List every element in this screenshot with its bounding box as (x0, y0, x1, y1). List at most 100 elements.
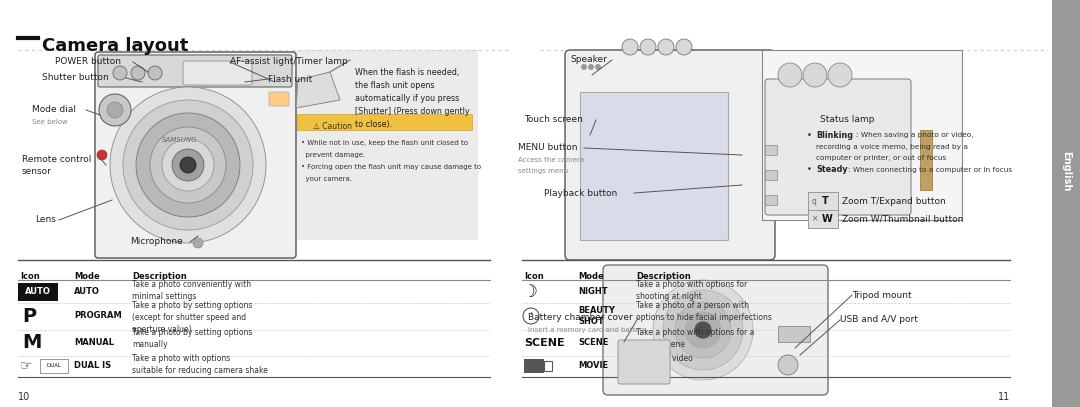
Bar (762, 50, 962, 220)
Bar (293, 50, 478, 240)
Circle shape (107, 102, 123, 118)
Text: ': ' (529, 311, 532, 321)
Text: •: • (807, 166, 812, 175)
Circle shape (172, 149, 204, 181)
Text: Description: Description (132, 272, 187, 281)
Text: Blinking: Blinking (816, 131, 853, 140)
Text: NIGHT: NIGHT (578, 287, 608, 297)
Text: to close).: to close). (355, 120, 392, 129)
Circle shape (131, 66, 145, 80)
Text: 11: 11 (998, 392, 1010, 402)
Text: q: q (812, 197, 816, 206)
Text: : When saving a photo or video,: : When saving a photo or video, (856, 132, 973, 138)
Text: Flash unit: Flash unit (268, 74, 312, 83)
Circle shape (663, 290, 743, 370)
Bar (920, 130, 932, 190)
Text: MOVIE: MOVIE (578, 361, 608, 370)
Circle shape (828, 63, 852, 87)
Text: M: M (22, 333, 41, 352)
Bar (18, 283, 58, 301)
Circle shape (658, 39, 674, 55)
Bar (765, 195, 777, 205)
Circle shape (136, 113, 240, 217)
Text: When the flash is needed,: When the flash is needed, (355, 68, 459, 77)
Text: sensor: sensor (22, 168, 52, 177)
Text: Status lamp: Status lamp (820, 116, 875, 125)
Bar (808, 210, 838, 228)
Circle shape (653, 280, 753, 380)
FancyBboxPatch shape (183, 61, 252, 85)
Text: Take a photo by setting options
(except for shutter speed and
aperture value): Take a photo by setting options (except … (132, 301, 253, 334)
Circle shape (113, 66, 127, 80)
Text: computer or printer, or out of focus: computer or printer, or out of focus (816, 155, 946, 161)
Text: P: P (22, 306, 36, 326)
Circle shape (123, 100, 253, 230)
Text: MANUAL: MANUAL (75, 338, 114, 347)
Text: ×: × (812, 214, 819, 223)
Text: DUAL: DUAL (46, 363, 62, 368)
Circle shape (148, 66, 162, 80)
Bar (778, 326, 810, 342)
Text: Microphone: Microphone (130, 238, 183, 247)
Circle shape (581, 64, 588, 70)
Text: POWER button: POWER button (55, 57, 121, 66)
Text: Take a photo of a person with
options to hide facial imperfections: Take a photo of a person with options to… (636, 301, 772, 322)
Text: Zoom T/Expand button: Zoom T/Expand button (842, 197, 946, 206)
Bar (765, 145, 777, 155)
Text: •: • (807, 131, 812, 140)
FancyBboxPatch shape (603, 265, 828, 395)
Text: W: W (822, 214, 833, 224)
Circle shape (676, 39, 692, 55)
Text: AF-assist light/Timer lamp: AF-assist light/Timer lamp (230, 57, 348, 66)
Text: ⚠ Caution: ⚠ Caution (313, 122, 352, 131)
Text: Insert a memory card and battery: Insert a memory card and battery (528, 327, 646, 333)
Text: [Shutter] (Press down gently: [Shutter] (Press down gently (355, 107, 470, 116)
Text: Take a photo with options for
shooting at night: Take a photo with options for shooting a… (636, 280, 747, 301)
Text: 10: 10 (18, 392, 30, 402)
Text: AUTO: AUTO (25, 287, 51, 297)
Text: Take a photo by setting options
manually: Take a photo by setting options manually (132, 328, 253, 349)
Text: ☽: ☽ (523, 283, 538, 301)
Text: Take a photo with options for a
preset scene: Take a photo with options for a preset s… (636, 328, 754, 349)
Text: Camera layout: Camera layout (42, 37, 188, 55)
Text: automatically if you press: automatically if you press (355, 94, 459, 103)
Circle shape (622, 39, 638, 55)
Text: See below: See below (32, 119, 68, 125)
Text: Battery chamber cover: Battery chamber cover (528, 313, 633, 322)
Text: Touch screen: Touch screen (524, 116, 583, 125)
Text: : When connecting to a computer or in focus: : When connecting to a computer or in fo… (848, 167, 1012, 173)
Circle shape (588, 64, 594, 70)
Bar (524, 359, 544, 372)
Circle shape (778, 355, 798, 375)
Text: the flash unit opens: the flash unit opens (355, 81, 434, 90)
Text: Mode: Mode (578, 272, 604, 281)
Text: Record a video: Record a video (636, 354, 692, 363)
Text: Icon: Icon (524, 272, 543, 281)
Text: SAMSUNG: SAMSUNG (162, 137, 198, 143)
Text: Zoom W/Thumbnail button: Zoom W/Thumbnail button (842, 214, 963, 223)
Text: SCENE: SCENE (524, 337, 565, 348)
FancyBboxPatch shape (269, 92, 289, 106)
Text: T: T (822, 196, 828, 206)
FancyBboxPatch shape (98, 55, 292, 87)
Circle shape (99, 94, 131, 126)
Bar (765, 170, 777, 180)
Circle shape (694, 321, 712, 339)
FancyBboxPatch shape (95, 52, 296, 258)
Text: Mode: Mode (75, 272, 99, 281)
Circle shape (193, 238, 203, 248)
Text: AUTO: AUTO (75, 287, 99, 297)
Text: your camera.: your camera. (301, 176, 352, 182)
Text: DUAL IS: DUAL IS (75, 361, 111, 370)
Text: PROGRAM: PROGRAM (75, 311, 122, 320)
Text: Speaker: Speaker (570, 55, 607, 64)
Circle shape (97, 150, 107, 160)
Text: MENU button: MENU button (518, 144, 578, 153)
Text: Icon: Icon (21, 272, 40, 281)
Text: Access the camera: Access the camera (518, 157, 584, 163)
Text: Tripod mount: Tripod mount (852, 291, 912, 300)
Text: BEAUTY
SHOT: BEAUTY SHOT (578, 306, 615, 326)
Text: prevent damage.: prevent damage. (301, 152, 365, 158)
FancyBboxPatch shape (565, 50, 775, 260)
Text: Mode dial: Mode dial (32, 105, 76, 114)
